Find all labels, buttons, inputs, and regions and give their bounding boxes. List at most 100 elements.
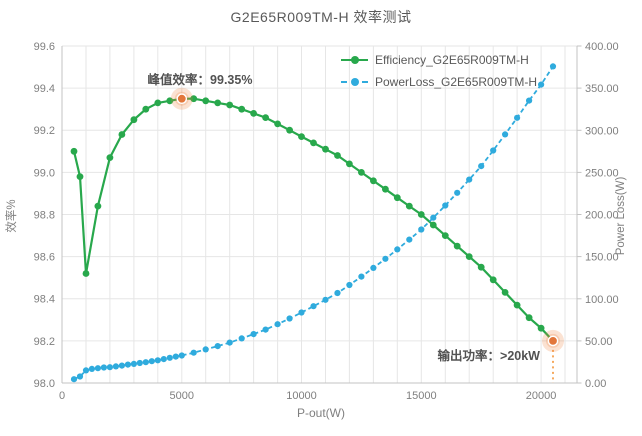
powerloss-marker — [202, 346, 209, 353]
efficiency-marker — [70, 147, 78, 155]
efficiency-marker — [118, 131, 126, 138]
powerloss-marker — [226, 339, 233, 346]
swatch-dot — [350, 78, 359, 86]
right-axis-title: Power Loss(W) — [615, 176, 627, 256]
powerloss-marker — [76, 373, 84, 380]
efficiency-marker — [525, 314, 533, 322]
powerloss-marker — [346, 281, 353, 289]
x-tick-label: 0 — [59, 390, 65, 402]
legend-item-efficiency: Efficiency_G2E65R009TM-H — [341, 49, 537, 71]
powerloss-marker — [214, 343, 221, 350]
efficiency-marker — [262, 114, 269, 121]
powerloss-line-swatch-icon — [341, 78, 368, 87]
efficiency-marker — [76, 173, 84, 181]
efficiency-marker — [358, 169, 365, 176]
powerloss-marker — [118, 362, 125, 369]
powerloss-marker — [514, 114, 521, 121]
efficiency-marker — [250, 110, 257, 117]
powerloss-marker — [406, 236, 413, 243]
efficiency-marker — [106, 154, 114, 162]
efficiency-marker — [489, 276, 497, 284]
powerloss-marker — [490, 147, 497, 154]
swatch-dot — [350, 56, 359, 64]
right-tick-label: 0.00 — [585, 378, 606, 390]
powerloss-marker — [82, 367, 90, 374]
chart-title: G2E65R009TM-H 效率测试 — [230, 9, 412, 25]
powerloss-marker — [136, 359, 143, 367]
efficiency-marker — [513, 301, 521, 309]
efficiency-marker — [382, 185, 389, 193]
x-tick-label: 10000 — [286, 390, 317, 402]
highlight-marker — [547, 335, 559, 347]
efficiency-marker — [142, 105, 150, 113]
right-tick-label: 350.00 — [585, 83, 619, 95]
efficiency-marker — [298, 133, 305, 141]
powerloss-marker — [274, 321, 281, 328]
efficiency-marker — [214, 99, 222, 107]
efficiency-marker — [417, 211, 425, 218]
efficiency-marker — [238, 105, 246, 113]
left-tick-label: 99.2 — [34, 125, 55, 137]
powerloss-marker — [190, 349, 197, 356]
efficiency-marker — [154, 99, 162, 107]
efficiency-marker — [441, 232, 449, 240]
efficiency-marker — [370, 177, 377, 185]
right-tick-label: 50.00 — [585, 336, 613, 348]
powerloss-marker — [148, 358, 155, 365]
powerloss-marker — [538, 81, 545, 88]
powerloss-marker — [466, 176, 473, 183]
powerloss-marker — [70, 376, 78, 383]
powerloss-marker — [394, 246, 401, 253]
efficiency-marker — [334, 152, 341, 159]
powerloss-marker — [454, 189, 461, 196]
efficiency-marker — [393, 194, 401, 202]
powerloss-marker — [430, 214, 437, 221]
powerloss-marker — [94, 365, 101, 372]
powerloss-marker — [238, 335, 245, 342]
left-tick-label: 99.4 — [34, 83, 55, 95]
powerloss-marker — [262, 326, 269, 333]
powerloss-marker — [178, 352, 185, 359]
efficiency-marker — [310, 139, 317, 147]
powerloss-marker — [502, 131, 509, 138]
left-tick-label: 98.8 — [34, 210, 55, 222]
efficiency-marker — [94, 202, 102, 210]
right-tick-label: 400.00 — [585, 41, 619, 53]
efficiency-marker — [537, 324, 545, 332]
x-tick-label: 20000 — [526, 390, 557, 402]
left-tick-label: 98.2 — [34, 336, 55, 348]
powerloss-marker — [112, 363, 119, 370]
annotation-peak-efficiency: 峰值效率：99.35% — [147, 73, 253, 87]
left-tick-label: 99.0 — [34, 167, 55, 179]
efficiency-marker — [274, 120, 281, 128]
efficiency-marker — [202, 97, 210, 105]
efficiency-marker — [322, 145, 329, 153]
right-tick-label: 300.00 — [585, 125, 619, 137]
left-tick-label: 99.6 — [34, 41, 55, 53]
powerloss-line — [73, 65, 554, 381]
powerloss-marker — [250, 331, 257, 338]
efficiency-marker — [453, 242, 461, 250]
powerloss-marker — [310, 303, 317, 310]
right-tick-label: 200.00 — [585, 210, 619, 222]
efficiency-marker — [82, 270, 90, 277]
powerloss-marker — [418, 226, 425, 233]
powerloss-marker — [166, 354, 173, 361]
efficiency-line-swatch-icon — [341, 56, 368, 65]
powerloss-marker — [526, 97, 533, 104]
powerloss-marker — [442, 202, 449, 209]
left-axis-title: 效率% — [6, 199, 18, 233]
x-tick-label: 5000 — [170, 390, 194, 402]
legend-label-powerloss: PowerLoss_G2E65R009TM-H — [375, 75, 538, 89]
efficiency-marker — [130, 116, 138, 124]
efficiency-marker — [501, 289, 509, 296]
powerloss-marker — [88, 365, 95, 372]
powerloss-marker — [106, 364, 113, 371]
powerloss-marker — [298, 309, 305, 316]
powerloss-marker — [322, 296, 329, 303]
efficiency-marker — [166, 97, 174, 105]
efficiency-marker — [226, 101, 234, 109]
left-tick-label: 98.6 — [34, 252, 55, 264]
